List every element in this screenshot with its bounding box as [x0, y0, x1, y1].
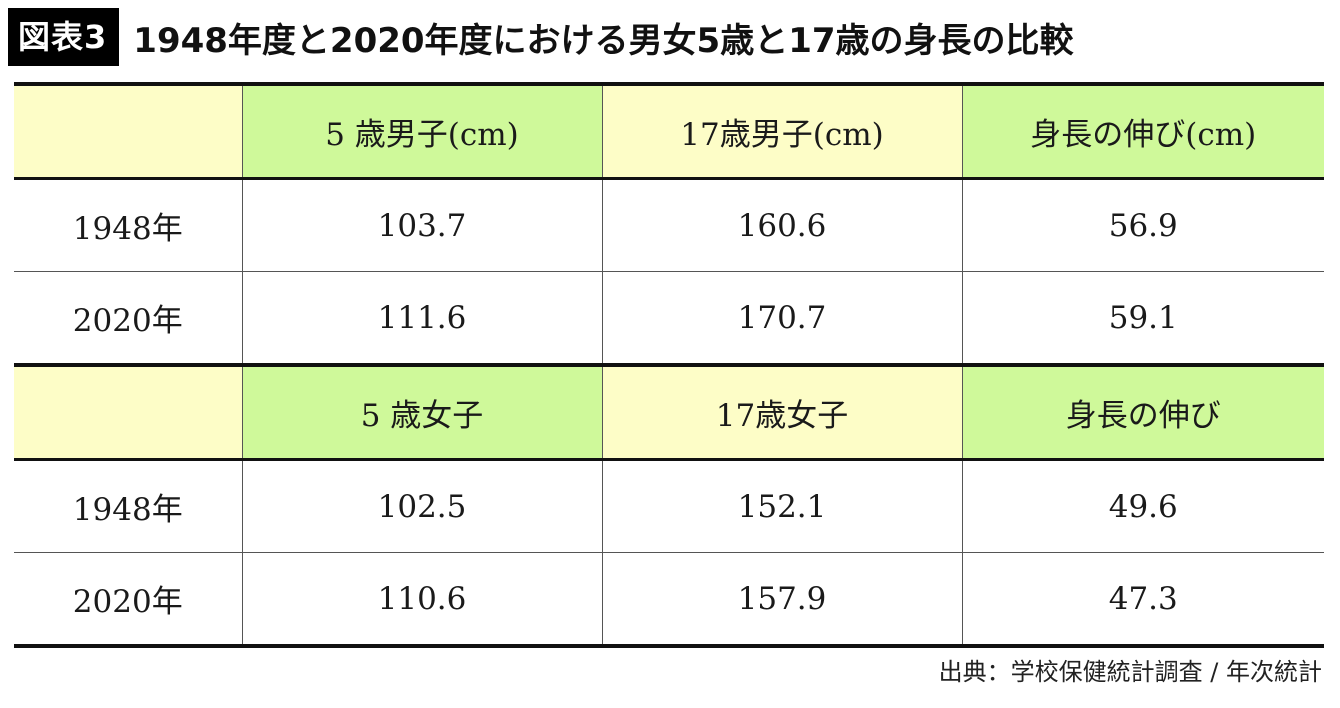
- height-comparison-table: 5 歳男子(cm) 17歳男子(cm) 身長の伸び(cm) 1948年 103.…: [14, 82, 1324, 648]
- table-cell: 170.7: [601, 271, 963, 366]
- table-cell: 111.6: [241, 271, 603, 366]
- table-cell: 49.6: [961, 459, 1324, 553]
- male-header-row: 5 歳男子(cm) 17歳男子(cm) 身長の伸び(cm): [14, 82, 1324, 180]
- table-cell: 110.6: [241, 552, 603, 648]
- table-cell: 47.3: [961, 552, 1324, 648]
- female-age5-header: 5 歳女子: [241, 363, 603, 461]
- row-label-year: 2020年: [14, 552, 243, 648]
- table-cell: 103.7: [241, 178, 603, 272]
- table-row: 2020年 111.6 170.7 59.1: [14, 271, 1324, 366]
- row-label-year: 2020年: [14, 271, 243, 366]
- table-cell: 157.9: [601, 552, 963, 648]
- male-age17-header: 17歳男子(cm): [601, 82, 963, 180]
- female-header-row: 5 歳女子 17歳女子 身長の伸び: [14, 363, 1324, 461]
- female-age17-header: 17歳女子: [601, 363, 963, 461]
- female-growth-header: 身長の伸び: [961, 363, 1324, 461]
- table-cell: 152.1: [601, 459, 963, 553]
- table-row: 1948年 102.5 152.1 49.6: [14, 459, 1324, 553]
- figure-title: 1948年度と2020年度における男女5歳と17歳の身長の比較: [133, 20, 1074, 61]
- row-label-year: 1948年: [14, 178, 243, 272]
- source-note: 出典：学校保健統計調査 / 年次統計: [938, 658, 1322, 686]
- male-header-corner-cell: [14, 82, 243, 180]
- table-cell: 102.5: [241, 459, 603, 553]
- table-cell: 160.6: [601, 178, 963, 272]
- row-label-year: 1948年: [14, 459, 243, 553]
- male-growth-header: 身長の伸び(cm): [961, 82, 1324, 180]
- male-age5-header: 5 歳男子(cm): [241, 82, 603, 180]
- figure-number-badge: 図表3: [8, 8, 120, 66]
- table-row: 2020年 110.6 157.9 47.3: [14, 552, 1324, 648]
- table-cell: 56.9: [961, 178, 1324, 272]
- figure-title-bar: 図表3 1948年度と2020年度における男女5歳と17歳の身長の比較: [8, 8, 1074, 66]
- table-cell: 59.1: [961, 271, 1324, 366]
- table-row: 1948年 103.7 160.6 56.9: [14, 178, 1324, 272]
- female-header-corner-cell: [14, 363, 243, 461]
